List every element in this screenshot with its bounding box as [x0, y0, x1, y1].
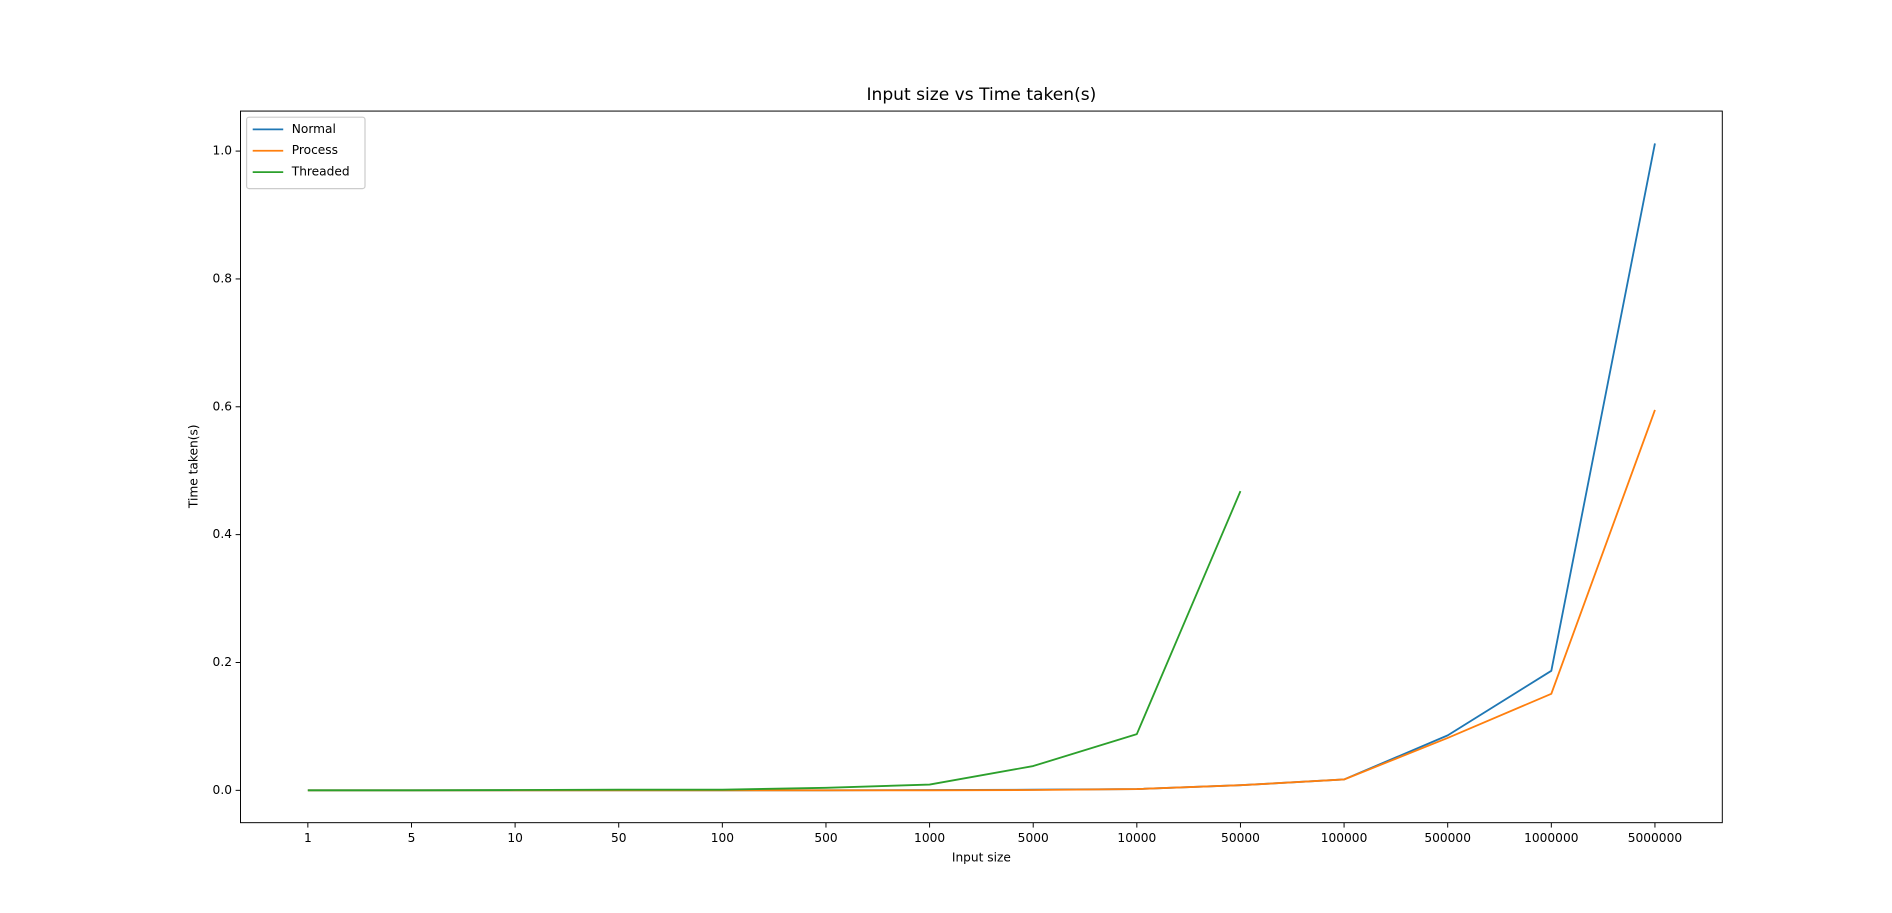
y-tick-label: 0.8 [213, 271, 232, 285]
x-axis-label: Input size [952, 851, 1011, 865]
x-tick-label: 5000 [1018, 831, 1049, 845]
x-tick-label: 50 [611, 831, 627, 845]
x-tick-label: 5000000 [1628, 831, 1682, 845]
y-tick-label: 0.4 [213, 527, 233, 541]
x-tick-label: 500000 [1424, 831, 1471, 845]
x-tick-label: 1000000 [1524, 831, 1578, 845]
legend-label: Normal [292, 122, 336, 136]
legend: Normal Process Threaded [245, 116, 366, 190]
x-tick-label: 100000 [1321, 831, 1368, 845]
legend-label: Process [292, 143, 338, 157]
legend-box [245, 116, 366, 190]
y-tick-label: 0.6 [213, 399, 232, 413]
x-tick-label: 50000 [1221, 831, 1260, 845]
y-tick-label: 0.2 [213, 655, 232, 669]
x-tick-label: 1 [304, 831, 312, 845]
x-tick-label: 10 [507, 831, 523, 845]
x-tick-label: 10000 [1117, 831, 1156, 845]
legend-label: Threaded [291, 165, 350, 179]
x-tick-label: 100 [711, 831, 734, 845]
plot-frame [240, 110, 1723, 824]
y-axis-label: Time taken(s) [187, 424, 201, 509]
x-tick-label: 500 [814, 831, 837, 845]
x-tick-label: 5 [408, 831, 416, 845]
series-line [307, 490, 1242, 792]
y-tick-label: 1.0 [213, 144, 232, 158]
chart-title: Input size vs Time taken(s) [866, 85, 1096, 105]
x-tick-label: 1000 [914, 831, 945, 845]
y-tick-label: 0.0 [213, 783, 232, 797]
